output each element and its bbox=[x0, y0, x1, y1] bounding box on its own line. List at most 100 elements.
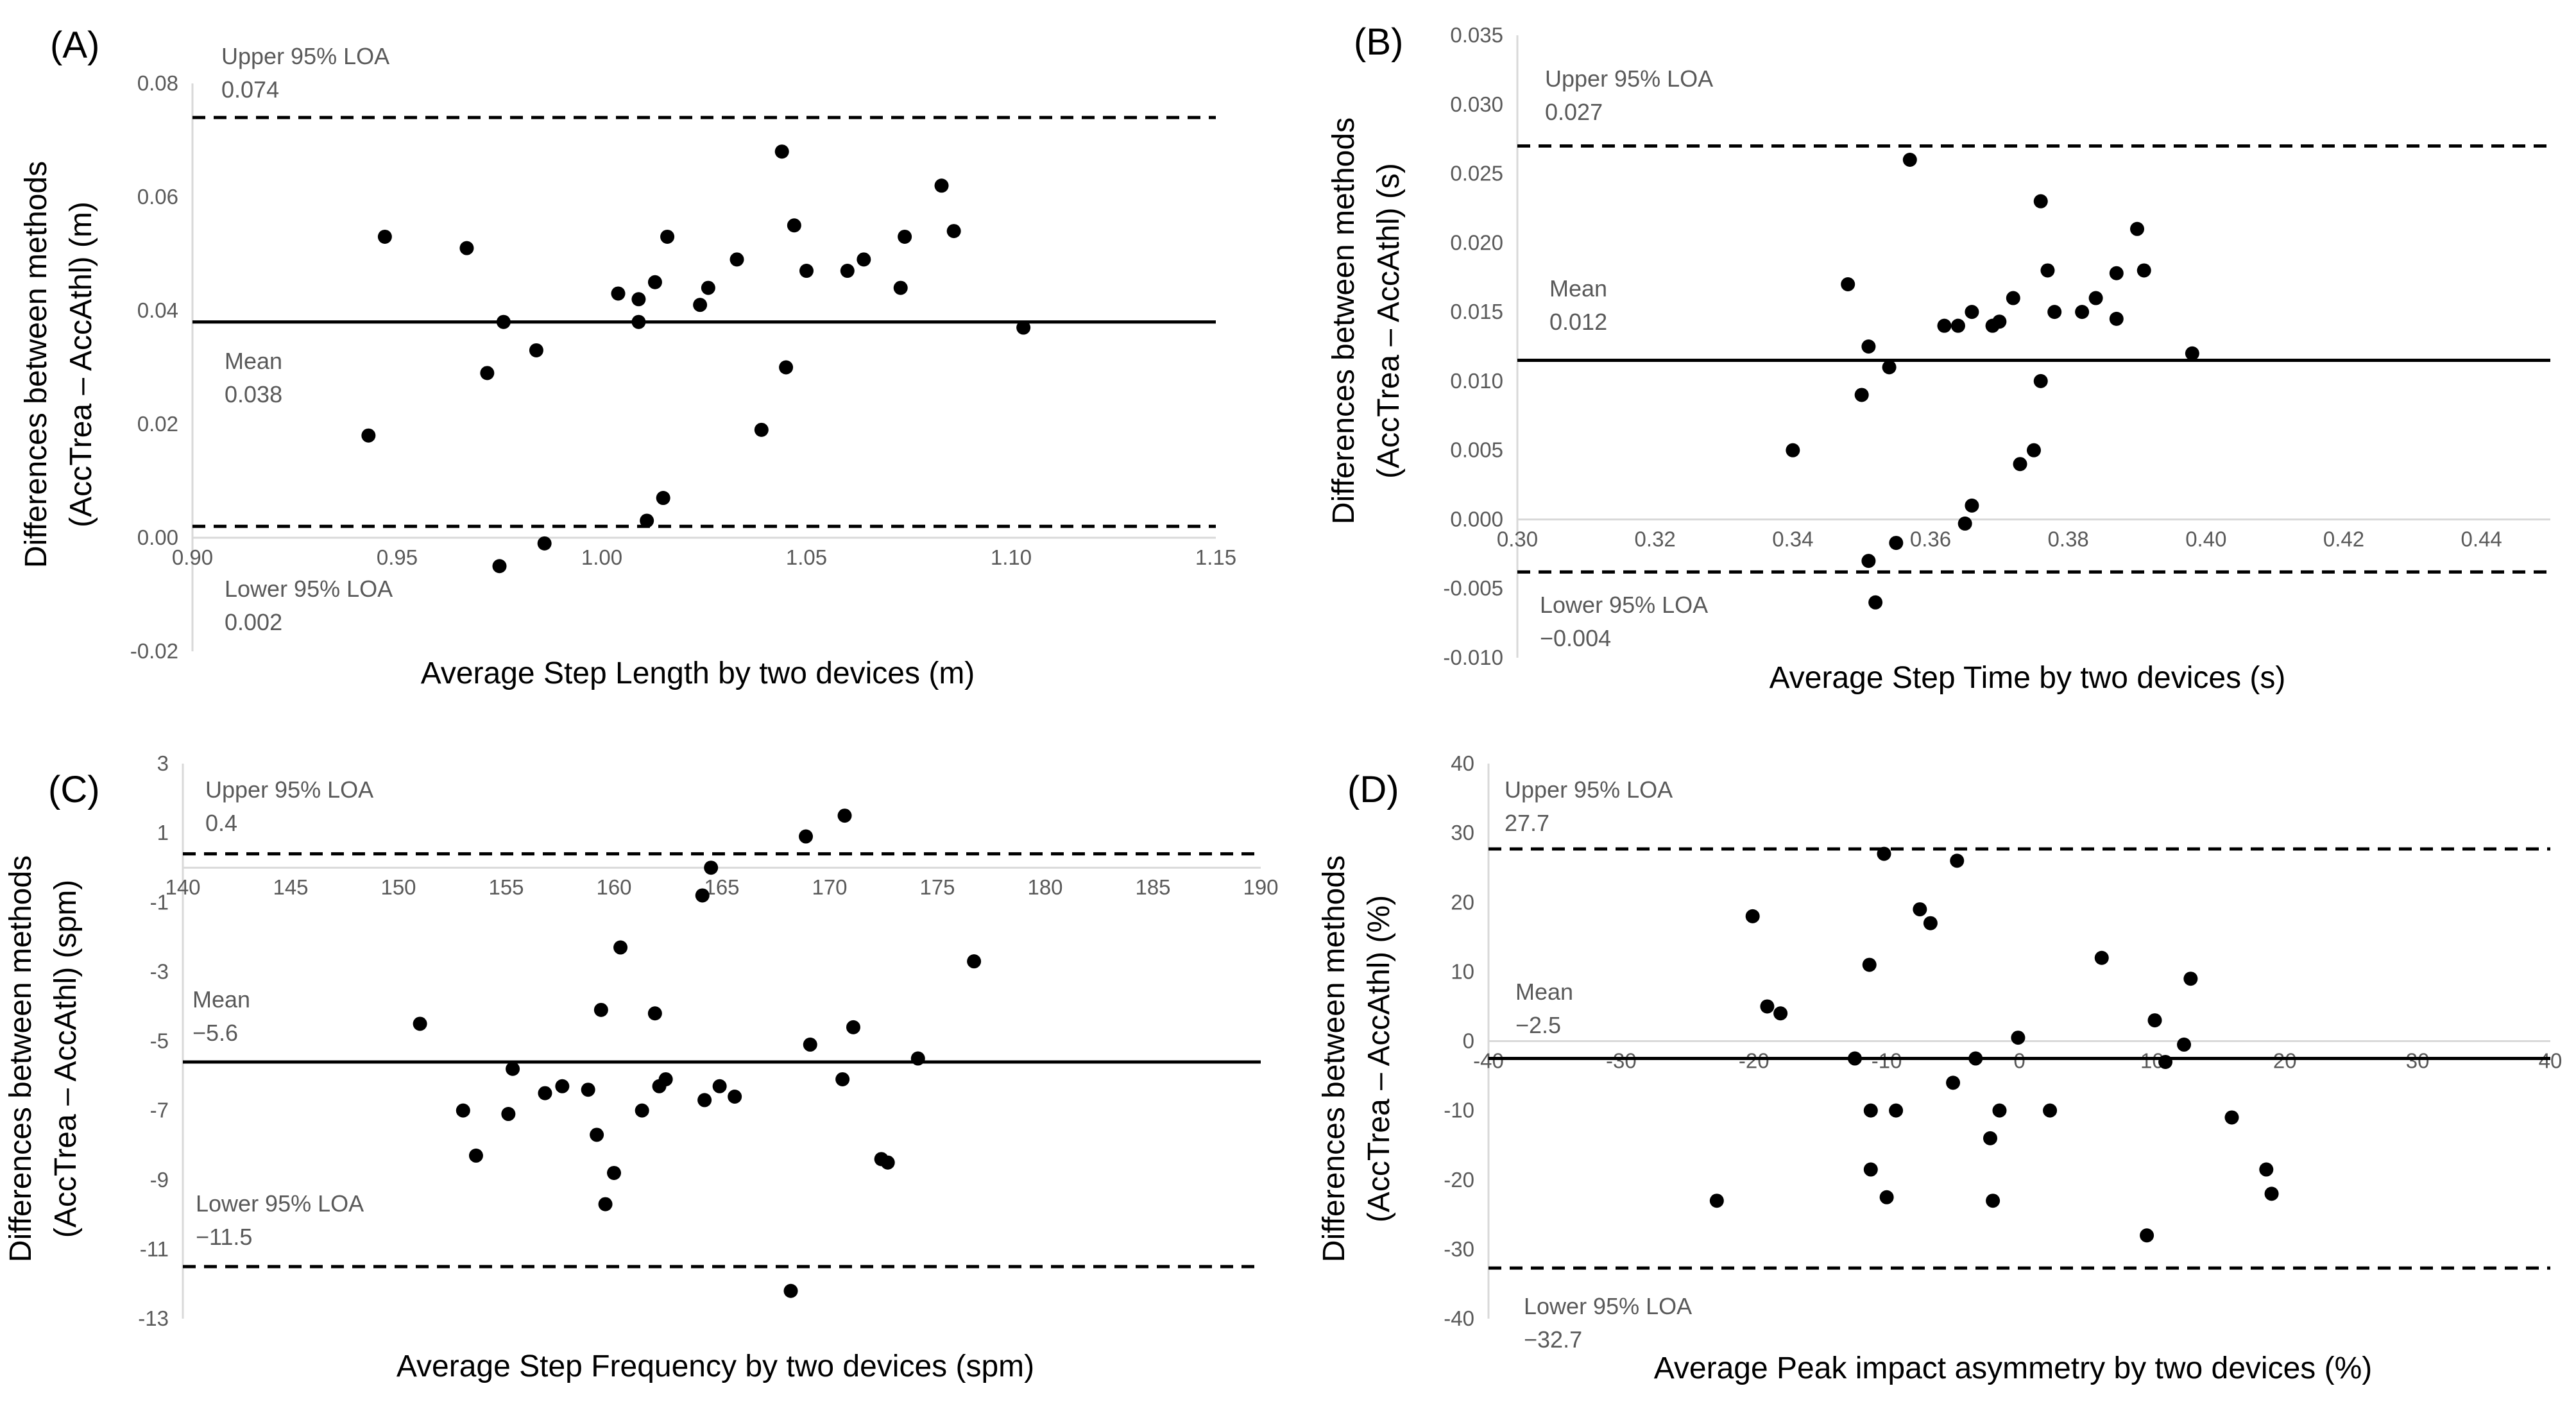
data-point bbox=[555, 1079, 570, 1093]
y-axis-label-line2: (AccTrea – AccAthl) (%) bbox=[1362, 895, 1396, 1222]
x-tick-label: -10 bbox=[1872, 1049, 1902, 1073]
data-point bbox=[1968, 1051, 1983, 1066]
x-tick-label: 0.38 bbox=[2048, 527, 2089, 551]
data-point bbox=[611, 286, 626, 301]
upper-loa-value: 0.074 bbox=[221, 76, 279, 103]
data-point bbox=[1841, 277, 1855, 291]
data-point bbox=[2013, 457, 2027, 472]
data-point bbox=[1862, 957, 1877, 972]
data-point bbox=[893, 280, 908, 295]
data-point bbox=[2130, 221, 2144, 236]
y-tick-label: -3 bbox=[150, 959, 169, 983]
y-axis-label-line1: Differences between methods bbox=[4, 855, 38, 1262]
panel-label: (D) bbox=[1347, 769, 1399, 810]
mean-loa-label: Mean bbox=[1515, 979, 1573, 1005]
data-point bbox=[1786, 443, 1800, 458]
data-point bbox=[456, 1103, 470, 1118]
x-tick-label: 1.15 bbox=[1195, 545, 1236, 569]
lower-loa-label: Lower 95% LOA bbox=[225, 576, 393, 602]
data-point bbox=[837, 809, 852, 823]
data-point bbox=[2033, 373, 2048, 388]
data-point bbox=[492, 559, 507, 574]
data-point bbox=[2047, 305, 2062, 320]
data-point bbox=[647, 275, 662, 289]
data-point bbox=[774, 144, 789, 159]
data-point bbox=[2185, 346, 2199, 361]
data-point bbox=[593, 1002, 608, 1017]
data-point bbox=[631, 292, 646, 307]
data-point bbox=[2259, 1162, 2274, 1177]
data-point bbox=[2224, 1110, 2239, 1125]
data-point bbox=[1861, 339, 1876, 354]
x-tick-label: 30 bbox=[2406, 1049, 2430, 1073]
data-point bbox=[799, 264, 814, 278]
data-point bbox=[803, 1037, 817, 1052]
x-tick-label: 0.40 bbox=[2185, 527, 2226, 551]
data-point bbox=[2006, 291, 2020, 305]
panel-label: (C) bbox=[48, 769, 100, 810]
mean-loa-value: 0.012 bbox=[1549, 309, 1607, 335]
data-point bbox=[2147, 1013, 2162, 1028]
data-point bbox=[704, 860, 719, 875]
data-point bbox=[2011, 1031, 2026, 1045]
x-tick-label: 155 bbox=[488, 875, 524, 899]
y-tick-label: 0.04 bbox=[137, 298, 178, 322]
data-point bbox=[459, 241, 474, 255]
y-axis-label-line2: (AccTrea – AccAthl) (m) bbox=[64, 201, 98, 527]
mean-loa-label: Mean bbox=[192, 986, 250, 1013]
x-tick-label: 0.90 bbox=[172, 545, 213, 569]
y-tick-label: -10 bbox=[1444, 1099, 1474, 1122]
data-point bbox=[1863, 1162, 1878, 1177]
x-axis-label: Average Step Time by two devices (s) bbox=[1770, 661, 2286, 695]
mean-loa-value: −5.6 bbox=[192, 1020, 238, 1046]
data-point bbox=[754, 422, 769, 437]
data-point bbox=[728, 1090, 742, 1104]
data-point bbox=[1965, 498, 1979, 513]
y-tick-label: 0.005 bbox=[1450, 438, 1503, 462]
y-tick-label: -5 bbox=[150, 1029, 169, 1053]
data-point bbox=[647, 1006, 662, 1021]
data-point bbox=[2094, 950, 2109, 965]
x-axis-label: Average Step Length by two devices (m) bbox=[421, 656, 975, 690]
data-point bbox=[2183, 972, 2198, 986]
data-point bbox=[1946, 1075, 1961, 1090]
data-point bbox=[946, 224, 961, 239]
x-tick-label: 185 bbox=[1135, 875, 1170, 899]
data-point bbox=[631, 314, 646, 329]
y-tick-label: -11 bbox=[140, 1237, 169, 1261]
data-point bbox=[640, 513, 654, 528]
y-tick-label: 0.02 bbox=[137, 412, 178, 436]
data-point bbox=[656, 491, 670, 506]
data-point bbox=[799, 829, 814, 844]
lower-loa-value: 0.002 bbox=[225, 609, 282, 635]
data-point bbox=[880, 1155, 895, 1170]
upper-loa-label: Upper 95% LOA bbox=[1545, 65, 1713, 92]
data-point bbox=[590, 1127, 604, 1142]
x-tick-label: 170 bbox=[812, 875, 847, 899]
x-tick-label: 0.32 bbox=[1635, 527, 1676, 551]
data-point bbox=[501, 1107, 516, 1122]
data-point bbox=[1879, 1190, 1894, 1204]
data-point bbox=[377, 229, 392, 244]
x-tick-label: 0.95 bbox=[377, 545, 418, 569]
data-point bbox=[1923, 916, 1938, 930]
mean-loa-label: Mean bbox=[1549, 275, 1607, 302]
y-axis-label-line1: Differences between methods bbox=[19, 161, 53, 568]
data-point bbox=[1965, 305, 1979, 320]
x-tick-label: 0.42 bbox=[2323, 527, 2364, 551]
data-point bbox=[598, 1197, 613, 1211]
x-tick-label: -40 bbox=[1473, 1049, 1504, 1073]
data-point bbox=[1847, 1051, 1862, 1066]
data-point bbox=[1709, 1194, 1724, 1208]
chart-panel-b: (B) -0.010 -0.005 0.000 0.005 0.010 0.015 0.020… bbox=[1327, 21, 2550, 695]
data-point bbox=[783, 1283, 798, 1298]
x-tick-label: 180 bbox=[1027, 875, 1062, 899]
data-point bbox=[857, 252, 871, 267]
data-point bbox=[1745, 909, 1760, 923]
x-tick-label: -20 bbox=[1739, 1049, 1770, 1073]
lower-loa-label: Lower 95% LOA bbox=[196, 1190, 364, 1217]
data-point bbox=[538, 1086, 552, 1100]
panel-label: (B) bbox=[1354, 21, 1403, 63]
x-axis-label: Average Peak impact asymmetry by two dev… bbox=[1654, 1351, 2373, 1385]
